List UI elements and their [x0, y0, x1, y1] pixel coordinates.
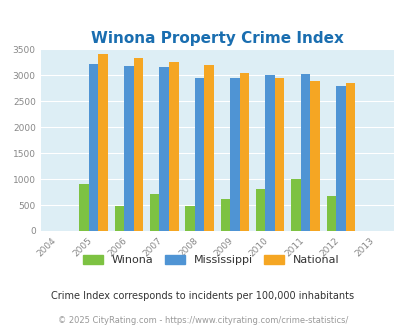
- Bar: [335, 86, 345, 231]
- Bar: [133, 58, 143, 231]
- Bar: [220, 199, 230, 231]
- Bar: [274, 78, 284, 231]
- Bar: [124, 66, 133, 231]
- Bar: [204, 65, 213, 231]
- Bar: [345, 83, 354, 231]
- Bar: [265, 76, 274, 231]
- Bar: [230, 78, 239, 231]
- Bar: [168, 62, 178, 231]
- Legend: Winona, Mississippi, National: Winona, Mississippi, National: [79, 251, 342, 268]
- Bar: [290, 179, 300, 231]
- Bar: [239, 73, 249, 231]
- Bar: [98, 54, 108, 231]
- Bar: [89, 63, 98, 231]
- Bar: [79, 184, 89, 231]
- Bar: [326, 196, 335, 231]
- Bar: [149, 194, 159, 231]
- Bar: [300, 74, 309, 231]
- Bar: [309, 81, 319, 231]
- Bar: [194, 78, 204, 231]
- Text: Crime Index corresponds to incidents per 100,000 inhabitants: Crime Index corresponds to incidents per…: [51, 291, 354, 301]
- Bar: [159, 67, 168, 231]
- Text: © 2025 CityRating.com - https://www.cityrating.com/crime-statistics/: © 2025 CityRating.com - https://www.city…: [58, 316, 347, 325]
- Bar: [114, 206, 124, 231]
- Title: Winona Property Crime Index: Winona Property Crime Index: [91, 31, 343, 46]
- Bar: [255, 189, 265, 231]
- Bar: [185, 206, 194, 231]
